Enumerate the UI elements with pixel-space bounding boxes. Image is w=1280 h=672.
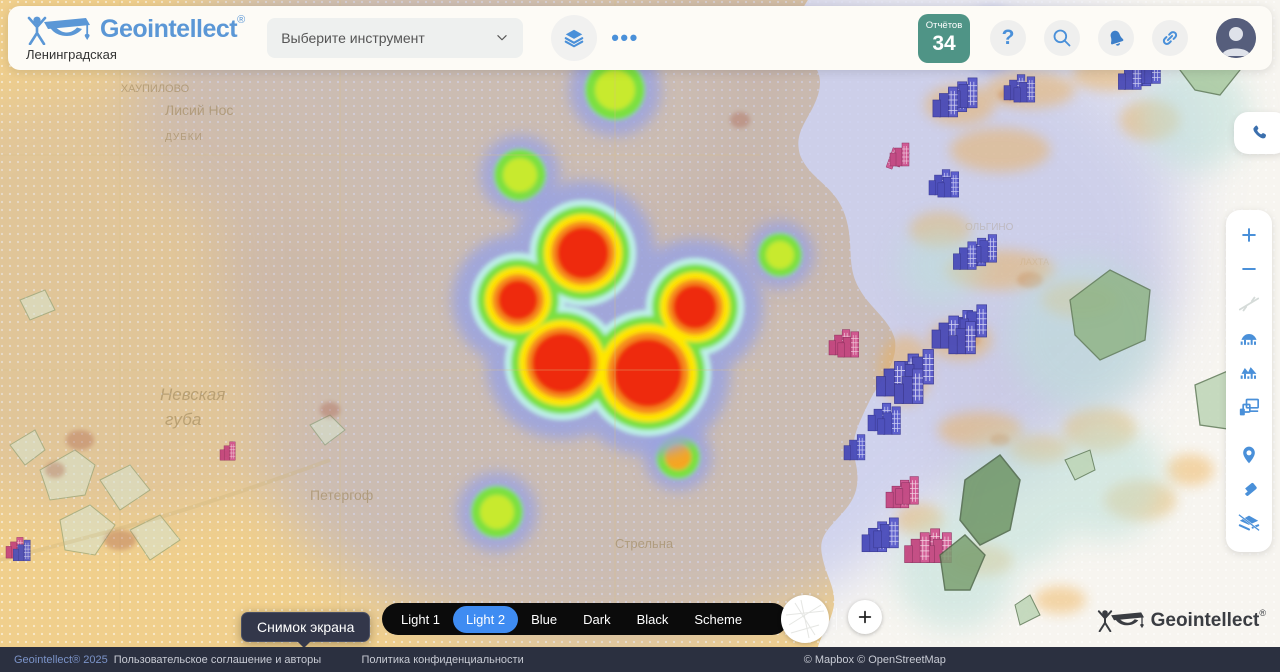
svg-text:Лисий Нос: Лисий Нос [165, 102, 233, 118]
svg-text:ОЛЬГИНО: ОЛЬГИНО [965, 222, 1014, 233]
svg-text:Петергоф: Петергоф [310, 487, 373, 503]
svg-text:ХАУПИЛОВО: ХАУПИЛОВО [121, 83, 190, 95]
svg-text:Невская: Невская [160, 385, 225, 404]
svg-text:губа: губа [165, 410, 201, 429]
svg-text:Стрельна: Стрельна [615, 536, 674, 551]
svg-text:ДУБКИ: ДУБКИ [165, 132, 203, 143]
